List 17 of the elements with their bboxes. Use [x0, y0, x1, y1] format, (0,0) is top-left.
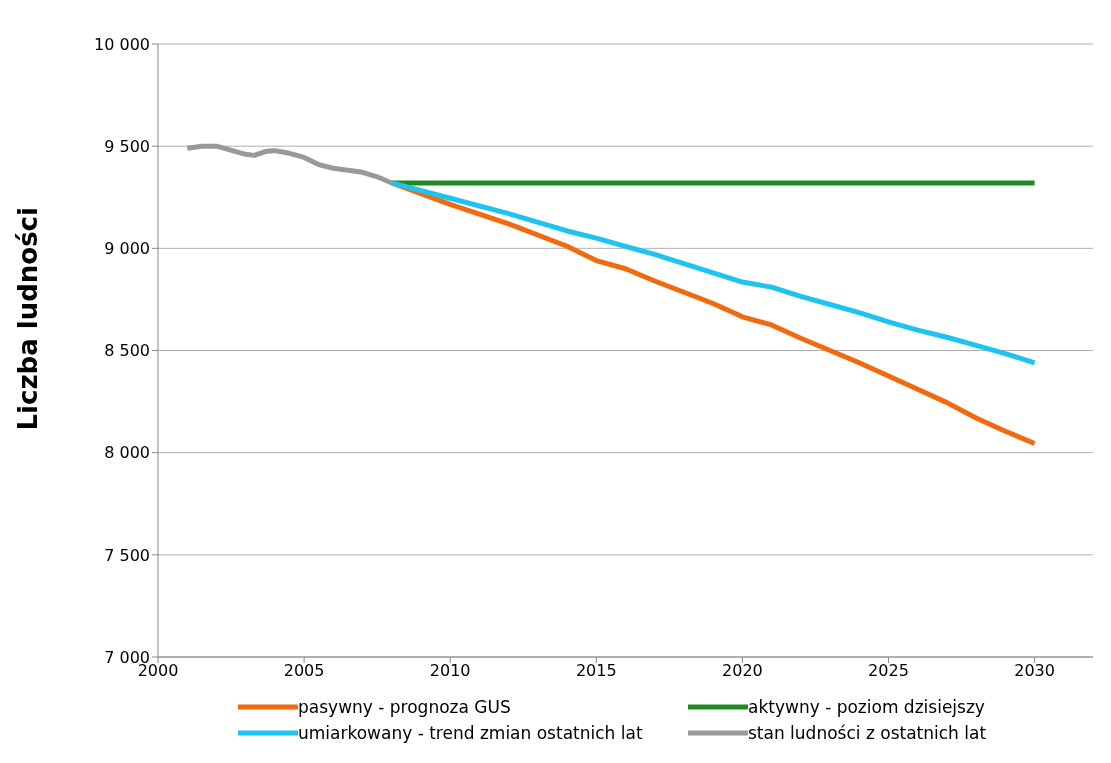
x-tick-label: 2005 [283, 661, 325, 681]
x-tick-label: 2020 [722, 661, 763, 681]
x-tick-label: 2010 [429, 661, 471, 681]
y-tick-label: 8 500 [104, 341, 150, 361]
y-tick-label: 10 000 [94, 34, 150, 54]
y-tick-label: 9 500 [104, 136, 150, 156]
x-tick-label: 2030 [1014, 661, 1055, 681]
legend-label: aktywny - poziom dzisiejszy [748, 697, 985, 717]
legend-label: pasywny - prognoza GUS [298, 697, 511, 717]
x-tick-label: 2015 [575, 661, 617, 681]
y-tick-label: 9 000 [104, 239, 150, 259]
legend-label: stan ludności z ostatnich lat [748, 723, 987, 743]
x-tick-label: 2025 [868, 661, 909, 681]
y-tick-label: 7 500 [104, 545, 150, 565]
legend-label: umiarkowany - trend zmian ostatnich lat [298, 723, 643, 743]
y-axis-title: Liczba ludności [13, 207, 44, 431]
y-tick-label: 8 000 [104, 443, 150, 463]
